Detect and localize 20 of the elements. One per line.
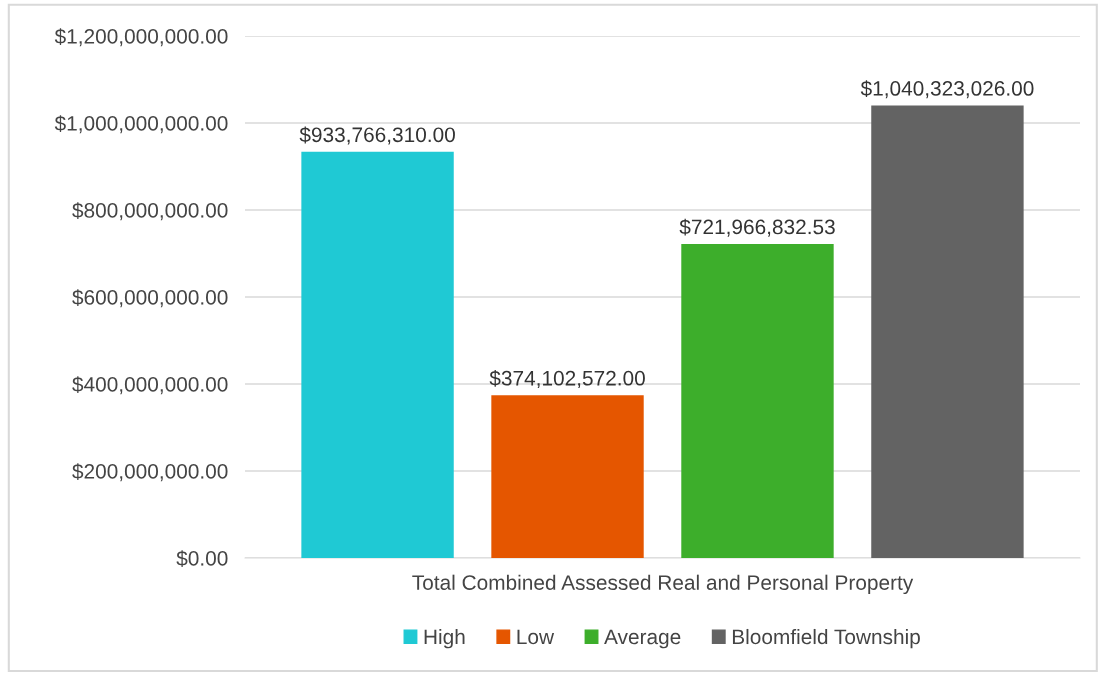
y-tick-label: $200,000,000.00 <box>72 463 228 482</box>
data-label: $933,766,310.00 <box>299 126 455 145</box>
y-tick-label: $0.00 <box>176 550 228 567</box>
bar <box>681 243 834 558</box>
y-tick-label: $400,000,000.00 <box>72 376 228 395</box>
y-tick-label: $600,000,000.00 <box>72 289 228 308</box>
legend-label: Average <box>604 629 681 649</box>
data-label: $721,966,832.53 <box>679 218 835 237</box>
data-label: $1,040,323,026.00 <box>860 80 1034 99</box>
legend-label: Bloomfield Township <box>732 628 920 649</box>
data-label: $374,102,572.00 <box>489 369 645 389</box>
y-tick-label: $1,000,000,000.00 <box>54 115 228 134</box>
x-tick-label: Total Combined Assessed Real and Personal Property <box>412 574 914 595</box>
bar <box>491 395 644 558</box>
legend-label: High <box>424 628 465 649</box>
y-tick-label: $1,200,000,000.00 <box>54 28 228 47</box>
legend-label: Low <box>517 629 555 645</box>
bar <box>301 151 454 558</box>
y-tick-label: $800,000,000.00 <box>72 202 228 221</box>
bar <box>871 105 1024 558</box>
